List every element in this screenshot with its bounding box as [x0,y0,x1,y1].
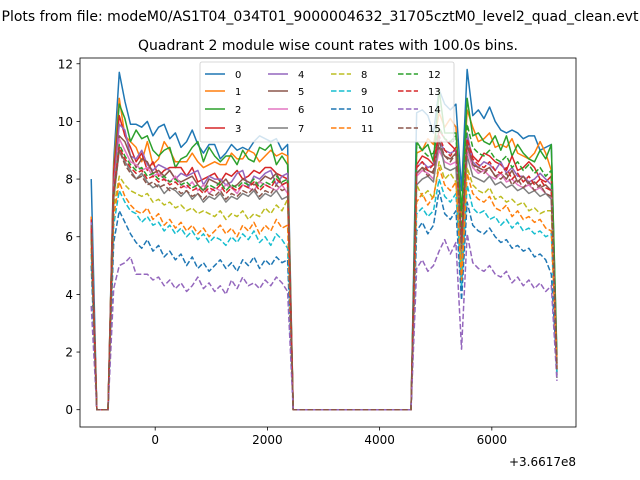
legend-label-15: 15 [428,124,441,135]
x-tick-label: 4000 [364,433,395,447]
y-tick-label: 12 [58,57,73,71]
legend-label-6: 6 [298,105,304,116]
series-layer [90,68,558,411]
y-axis: 0 2 4 6 8 10 12 [58,57,80,417]
figure-suptitle: Plots from file: modeM0/AS1T04_034T01_90… [2,9,639,25]
x-tick-label: 0 [151,433,159,447]
legend-label-7: 7 [298,124,304,135]
series-line-9 [90,178,558,411]
y-tick-label: 4 [65,288,73,302]
x-offset-label: +3.6617e8 [509,455,576,469]
legend-label-10: 10 [361,105,374,116]
legend-label-11: 11 [361,124,374,135]
legend-label-5: 5 [298,87,304,98]
y-tick-label: 6 [65,230,73,244]
x-tick-label: 2000 [252,433,283,447]
x-tick-label: 6000 [477,433,508,447]
legend-label-0: 0 [235,70,241,81]
legend-label-12: 12 [428,70,441,81]
series-line-11 [90,166,558,411]
axes-frame [79,57,577,428]
series-line-12 [90,123,558,411]
x-axis: 0 2000 4000 6000 [151,427,507,447]
legend-label-1: 1 [235,87,241,98]
legend-label-3: 3 [235,124,241,135]
legend-label-14: 14 [428,105,441,116]
legend-label-9: 9 [361,87,367,98]
legend-frame [199,61,455,143]
y-tick-label: 0 [65,403,73,417]
legend-label-2: 2 [235,105,241,116]
y-tick-label: 2 [65,346,73,360]
legend-label-4: 4 [298,70,304,81]
series-line-15 [90,140,558,411]
y-tick-label: 8 [65,173,73,187]
legend-label-8: 8 [361,70,367,81]
legend-label-13: 13 [428,87,441,98]
series-line-10 [90,189,558,411]
y-tick-label: 10 [58,115,73,129]
chart-title: Quadrant 2 module wise count rates with … [138,38,518,54]
